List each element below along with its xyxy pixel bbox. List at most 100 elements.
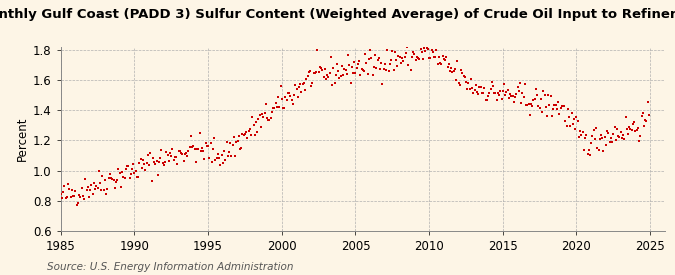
Point — [532, 93, 543, 97]
Point — [256, 112, 267, 116]
Point — [118, 175, 129, 179]
Point — [330, 73, 341, 77]
Point — [198, 148, 209, 153]
Point — [441, 55, 452, 60]
Point — [622, 127, 632, 132]
Point — [514, 89, 524, 93]
Point — [250, 119, 261, 124]
Point — [283, 91, 294, 95]
Point — [126, 171, 136, 176]
Point — [364, 57, 375, 61]
Point — [252, 129, 263, 134]
Point — [562, 106, 573, 111]
Point — [340, 67, 351, 72]
Point — [430, 55, 441, 59]
Point — [329, 81, 340, 85]
Point — [231, 140, 242, 144]
Point — [140, 168, 151, 172]
Point — [303, 70, 314, 74]
Point — [105, 172, 115, 177]
Point — [366, 55, 377, 60]
Point — [241, 130, 252, 134]
Point — [349, 60, 360, 65]
Point — [560, 119, 571, 123]
Point — [213, 151, 223, 156]
Point — [146, 179, 157, 184]
Point — [577, 130, 588, 134]
Point — [423, 46, 433, 51]
Point — [220, 157, 231, 162]
Point — [344, 63, 354, 67]
Point — [466, 77, 477, 81]
Point — [415, 46, 426, 51]
Point — [527, 104, 538, 108]
Point — [292, 95, 303, 100]
Point — [555, 106, 566, 110]
Point — [586, 141, 597, 145]
Point — [153, 173, 163, 177]
Point — [281, 98, 292, 103]
Point — [404, 40, 415, 45]
Point — [138, 158, 148, 162]
Point — [409, 52, 420, 56]
Point — [76, 186, 87, 190]
Point — [472, 90, 483, 94]
Point — [160, 160, 171, 164]
Point — [337, 64, 348, 68]
Point — [462, 87, 472, 91]
Point — [194, 131, 205, 135]
Point — [556, 104, 567, 109]
Point — [150, 162, 161, 166]
Point — [497, 88, 508, 93]
Point — [273, 94, 284, 99]
Point — [159, 162, 169, 167]
Point — [454, 83, 465, 87]
Point — [358, 68, 369, 73]
Point — [618, 133, 628, 137]
Point — [608, 132, 619, 137]
Point — [632, 126, 643, 130]
Point — [154, 160, 165, 164]
Point — [610, 138, 621, 142]
Point — [469, 88, 480, 92]
Point — [398, 59, 409, 63]
Point — [582, 152, 593, 156]
Point — [477, 91, 487, 95]
Point — [151, 159, 162, 163]
Point — [101, 192, 111, 196]
Point — [310, 70, 321, 75]
Point — [605, 136, 616, 141]
Point — [163, 159, 174, 163]
Point — [221, 139, 232, 144]
Point — [501, 90, 512, 94]
Point — [345, 81, 356, 85]
Point — [120, 167, 131, 171]
Point — [559, 104, 570, 109]
Point — [209, 136, 219, 141]
Point — [263, 118, 273, 122]
Point — [416, 50, 427, 54]
Point — [585, 153, 595, 158]
Point — [406, 55, 417, 60]
Point — [418, 45, 429, 50]
Point — [99, 178, 110, 182]
Point — [443, 61, 454, 66]
Point — [547, 107, 558, 112]
Point — [318, 74, 329, 79]
Text: Source: U.S. Energy Information Administration: Source: U.S. Energy Information Administ… — [47, 262, 294, 272]
Point — [620, 115, 631, 119]
Point — [367, 73, 378, 77]
Point — [223, 150, 234, 155]
Point — [576, 133, 587, 137]
Point — [168, 158, 179, 162]
Point — [402, 44, 412, 49]
Point — [261, 102, 271, 107]
Point — [375, 67, 385, 71]
Point — [616, 136, 627, 141]
Point — [68, 194, 78, 199]
Point — [568, 117, 579, 122]
Point — [370, 53, 381, 57]
Point — [511, 92, 522, 96]
Point — [316, 66, 327, 71]
Point — [180, 152, 190, 156]
